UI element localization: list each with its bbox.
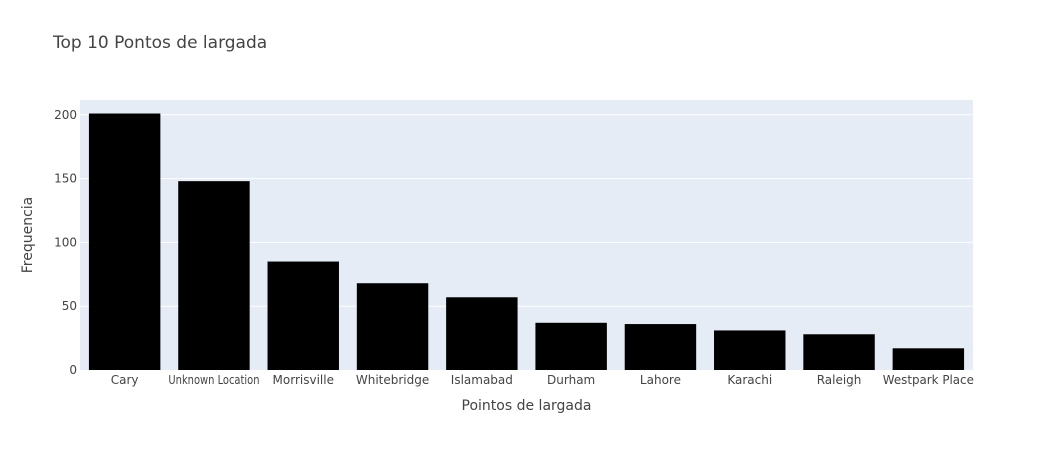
x-tick-label: Westpark Place — [883, 373, 974, 387]
bar — [624, 324, 697, 370]
bar — [267, 261, 339, 370]
y-tick-label: 200 — [54, 108, 77, 122]
x-tick-label: Durham — [547, 373, 595, 387]
y-axis-title: Frequencia — [20, 197, 36, 274]
x-tick-label: Islamabad — [451, 373, 513, 387]
bar — [535, 322, 607, 370]
y-tick-label: 150 — [54, 172, 77, 186]
bar — [892, 348, 965, 370]
x-tick-labels: Cary Unknown Location Morrisville Whitebrid… — [111, 373, 974, 387]
x-axis-title: Pointos de largada — [462, 398, 592, 414]
y-tick-label: 100 — [54, 235, 77, 249]
y-tick-label: 50 — [62, 299, 77, 313]
x-tick-label: Cary — [111, 373, 139, 387]
y-tick-labels: 0 50 100 150 200 — [54, 108, 77, 377]
x-tick-label: Lahore — [640, 373, 681, 387]
bar — [88, 113, 161, 371]
x-tick-label: Raleigh — [817, 373, 862, 387]
bar — [178, 181, 250, 370]
y-tick-label: 0 — [69, 363, 77, 377]
bar — [446, 297, 518, 370]
x-tick-label: Whitebridge — [356, 373, 429, 387]
bar — [356, 283, 429, 370]
x-tick-label: Karachi — [727, 373, 772, 387]
bar — [803, 334, 875, 370]
bars — [88, 113, 965, 371]
x-tick-label: Unknown Location — [168, 373, 259, 387]
bar — [714, 330, 786, 370]
chart-title: Top 10 Pontos de largada — [53, 33, 268, 53]
x-tick-label: Morrisville — [273, 373, 334, 387]
